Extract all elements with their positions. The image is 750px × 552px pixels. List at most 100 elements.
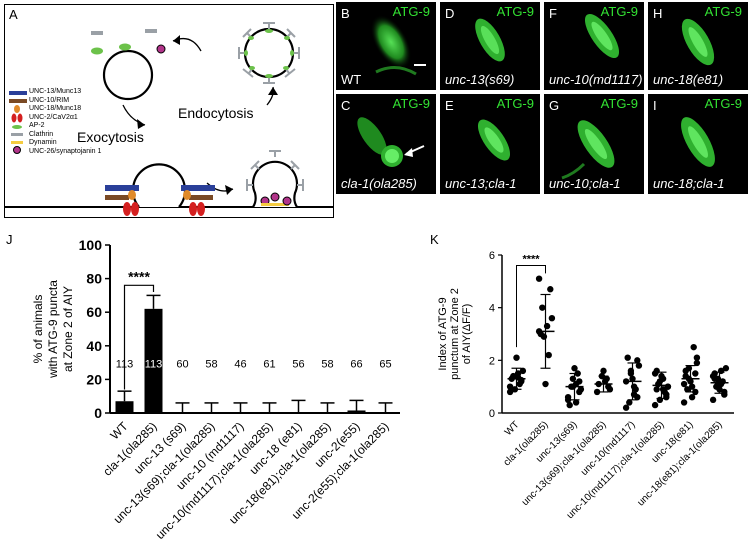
y-tick-label: 0	[94, 405, 102, 421]
legend-label: Dynamin	[29, 139, 57, 146]
data-point	[693, 359, 701, 367]
data-point	[606, 386, 614, 393]
data-point	[513, 354, 520, 361]
significance-bracket	[516, 265, 546, 348]
data-point	[627, 367, 635, 375]
data-point	[664, 383, 672, 390]
y-axis-label: % of animalswith ATG-9 punctaat Zone 2 o…	[31, 280, 75, 379]
data-point	[653, 386, 660, 393]
significance-stars: ****	[128, 268, 150, 284]
data-point	[510, 372, 517, 380]
micrograph-b: ATG-9 B WT	[336, 2, 436, 90]
channel-label: ATG-9	[600, 4, 638, 19]
data-point	[711, 375, 718, 382]
n-label: 65	[379, 359, 391, 371]
y-tick-label: 40	[86, 338, 102, 354]
data-point	[690, 343, 697, 351]
data-point	[542, 380, 549, 388]
legend-label: UNC-26/synaptojanin 1	[29, 147, 102, 155]
exocytosis-label: Exocytosis	[77, 129, 144, 145]
genotype-label: cla-1(ola285)	[341, 176, 417, 191]
micrograph-e: ATG-9 E unc-13;cla-1	[440, 94, 540, 194]
data-point	[624, 354, 631, 361]
panel-letter-d: D	[445, 6, 455, 21]
legend-label: UNC-10/RIM	[29, 96, 70, 104]
data-point	[684, 386, 691, 393]
data-point	[635, 362, 643, 369]
genotype-label: unc-10;cla-1	[549, 176, 621, 191]
data-point	[543, 322, 551, 330]
channel-label: ATG-9	[392, 96, 430, 111]
data-point	[693, 354, 701, 361]
panel-letter-e: E	[445, 98, 454, 113]
y-tick-label: 6	[489, 250, 495, 262]
bar	[347, 410, 366, 413]
genotype-label: unc-13(s69)	[445, 72, 515, 87]
bar	[115, 401, 134, 413]
data-point	[663, 391, 670, 398]
n-label: 58	[205, 359, 217, 371]
data-point	[626, 399, 633, 406]
n-label: 60	[176, 359, 188, 371]
channel-label: ATG-9	[496, 4, 534, 19]
y-tick-label: 20	[86, 371, 102, 387]
legend-label: UNC-18/Munc18	[29, 105, 82, 112]
data-point	[651, 401, 659, 409]
data-point	[593, 388, 601, 396]
x-tick-label: WT	[503, 419, 522, 438]
y-tick-label: 80	[86, 271, 102, 287]
micrograph-i: ATG-9 I unc-18;cla-1	[648, 94, 748, 194]
channel-label: ATG-9	[704, 4, 742, 19]
data-point	[576, 378, 583, 385]
panel-letter-a: A	[9, 7, 18, 22]
data-point	[634, 357, 641, 364]
legend-label: Clathrin	[29, 130, 54, 138]
significance-bracket	[123, 284, 155, 390]
n-label: 46	[234, 359, 246, 371]
data-point	[506, 383, 514, 390]
data-point	[539, 304, 546, 311]
data-point	[535, 275, 543, 282]
legend-glyphs	[9, 91, 27, 154]
data-point	[600, 367, 607, 375]
data-point	[709, 396, 717, 404]
genotype-label: unc-10(md1117)	[549, 72, 643, 87]
data-point	[682, 372, 689, 380]
data-point	[547, 286, 554, 293]
channel-label: ATG-9	[600, 96, 638, 111]
n-label: 113	[145, 359, 163, 371]
genotype-label: unc-18;cla-1	[653, 176, 725, 191]
n-label: 61	[263, 359, 275, 371]
data-point	[651, 370, 659, 377]
legend-label: AP-2	[29, 122, 45, 129]
data-point	[721, 391, 728, 398]
data-point	[680, 399, 688, 406]
panel-letter-b: B	[341, 6, 350, 21]
data-point	[569, 375, 577, 382]
data-point	[632, 386, 639, 393]
legend-list: UNC-13/Munc13 UNC-10/RIM UNC-18/Munc18 U…	[29, 88, 101, 156]
data-point	[603, 375, 610, 382]
bar	[144, 308, 163, 413]
micrograph-h: ATG-9 H unc-18(e81)	[648, 2, 748, 90]
data-point	[688, 394, 696, 401]
y-axis-label: Index of ATG-9punctum at Zone 2of AIY(ΔF…	[437, 288, 473, 380]
n-label: 66	[350, 359, 362, 371]
synaptic-cycle-diagram	[5, 22, 333, 216]
data-point	[572, 399, 580, 406]
data-point	[571, 365, 578, 372]
data-point	[514, 374, 522, 381]
data-point	[548, 315, 556, 322]
micrograph-c: ATG-9 C cla-1(ola285)	[336, 94, 436, 194]
panel-letter-i: I	[653, 98, 657, 113]
data-point	[519, 367, 527, 375]
n-label: 58	[321, 359, 333, 371]
genotype-label: WT	[341, 72, 362, 87]
significance-stars: ****	[522, 254, 540, 266]
x-tick-label: WT	[108, 419, 132, 443]
panel-letter-g: G	[549, 98, 560, 113]
data-point	[545, 351, 552, 359]
y-tick-label: 100	[79, 237, 103, 253]
chart-k: K 0 2 4 6 Index of ATG-9punctum at Zone 2of A…	[430, 232, 734, 521]
data-point	[630, 391, 638, 398]
